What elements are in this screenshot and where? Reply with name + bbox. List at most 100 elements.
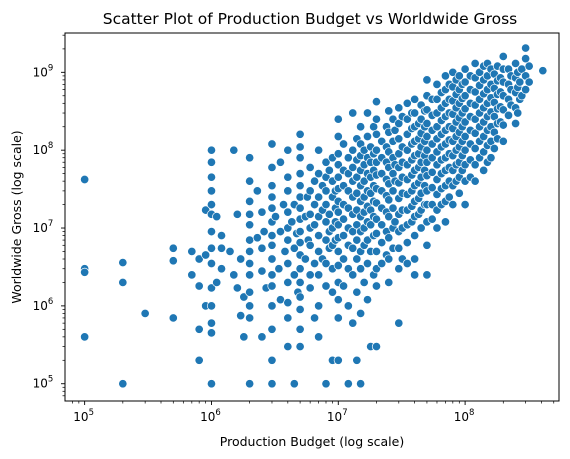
- scatter-point: [245, 196, 255, 206]
- scatter-point: [511, 58, 521, 69]
- scatter-point: [356, 308, 366, 318]
- scatter-point: [333, 172, 343, 182]
- scatter-point: [348, 162, 358, 172]
- scatter-point: [352, 235, 362, 245]
- points-layer: [80, 43, 548, 389]
- scatter-point: [402, 145, 412, 155]
- scatter-point: [410, 270, 420, 280]
- x-axis: 105 106 107 108: [72, 401, 555, 424]
- scatter-point: [314, 301, 324, 311]
- scatter-point: [390, 217, 400, 227]
- scatter-point: [333, 149, 343, 159]
- scatter-point: [394, 243, 404, 253]
- scatter-point: [444, 192, 454, 202]
- scatter-point: [422, 131, 432, 142]
- scatter-point: [333, 295, 343, 305]
- scatter-point: [267, 270, 277, 280]
- scatter-point: [470, 58, 480, 69]
- scatter-point: [310, 258, 320, 269]
- scatter-point: [402, 98, 412, 108]
- scatter-point: [140, 308, 150, 318]
- scatter-point: [498, 51, 508, 61]
- scatter-point: [245, 287, 255, 297]
- scatter-point: [118, 277, 128, 287]
- scatter-point: [194, 324, 204, 334]
- scatter-point: [371, 228, 382, 239]
- scatter-point: [333, 114, 343, 124]
- scatter-point: [402, 114, 412, 124]
- scatter-point: [321, 258, 331, 269]
- scatter-point: [348, 318, 358, 328]
- scatter-point: [283, 313, 293, 323]
- y-tick-label: 105: [33, 375, 54, 391]
- x-tick-label: 108: [454, 408, 475, 424]
- scatter-point: [371, 281, 382, 291]
- scatter-point: [245, 220, 255, 230]
- scatter-point: [206, 258, 217, 269]
- scatter-point: [521, 43, 531, 53]
- scatter-point: [314, 270, 324, 280]
- scatter-point: [216, 243, 227, 253]
- scatter-point: [245, 153, 255, 163]
- scatter-point: [236, 254, 246, 264]
- scatter-point: [470, 87, 480, 97]
- scatter-point: [267, 192, 277, 202]
- scatter-point: [206, 145, 217, 155]
- scatter-point: [371, 145, 382, 155]
- y-axis-label: Worldwide Gross (log scale): [9, 130, 24, 303]
- scatter-point: [377, 238, 387, 248]
- scatter-point: [206, 301, 217, 311]
- scatter-point: [427, 153, 437, 163]
- scatter-point: [245, 209, 255, 219]
- scatter-point: [348, 108, 358, 118]
- scatter-point: [362, 108, 373, 118]
- scatter-point: [362, 258, 373, 269]
- scatter-point: [371, 246, 382, 257]
- scatter-point: [448, 200, 458, 210]
- scatter-point: [432, 223, 442, 233]
- scatter-point: [338, 254, 349, 264]
- scatter-point: [343, 186, 353, 196]
- scatter-point: [321, 186, 331, 196]
- scatter-point: [388, 203, 398, 213]
- scatter-point: [295, 342, 305, 352]
- scatter-point: [206, 379, 217, 389]
- scatter-point: [310, 220, 320, 230]
- scatter-point: [289, 270, 299, 280]
- scatter-point: [388, 186, 398, 196]
- scatter-point: [377, 220, 387, 230]
- scatter-point: [270, 212, 281, 222]
- scatter-point: [394, 103, 404, 113]
- scatter-point: [333, 260, 343, 271]
- scatter-point: [333, 355, 343, 365]
- scatter-point: [267, 324, 277, 334]
- scatter-point: [515, 77, 525, 87]
- scatter-point: [384, 254, 394, 264]
- scatter-point: [283, 186, 293, 196]
- scatter-point: [333, 131, 343, 142]
- scatter-point: [369, 122, 379, 132]
- scatter-point: [206, 157, 217, 167]
- scatter-point: [460, 117, 470, 127]
- scatter-point: [295, 129, 305, 139]
- scatter-point: [384, 233, 394, 243]
- scatter-point: [352, 254, 362, 264]
- scatter-point: [327, 287, 338, 297]
- scatter-point: [252, 233, 262, 243]
- scatter-point: [229, 270, 239, 280]
- scatter-point: [289, 379, 299, 389]
- scatter-point: [206, 227, 217, 237]
- scatter-point: [187, 246, 197, 257]
- scatter-point: [216, 264, 227, 274]
- scatter-point: [348, 270, 358, 280]
- scatter-point: [267, 162, 277, 172]
- scatter-point: [295, 292, 305, 302]
- scatter-point: [187, 270, 197, 280]
- scatter-point: [267, 203, 277, 213]
- scatter-point: [343, 264, 353, 274]
- scatter-point: [252, 186, 262, 196]
- scatter-point: [402, 258, 412, 269]
- scatter-point: [521, 85, 531, 95]
- scatter-point: [245, 235, 255, 245]
- scatter-point: [338, 281, 349, 291]
